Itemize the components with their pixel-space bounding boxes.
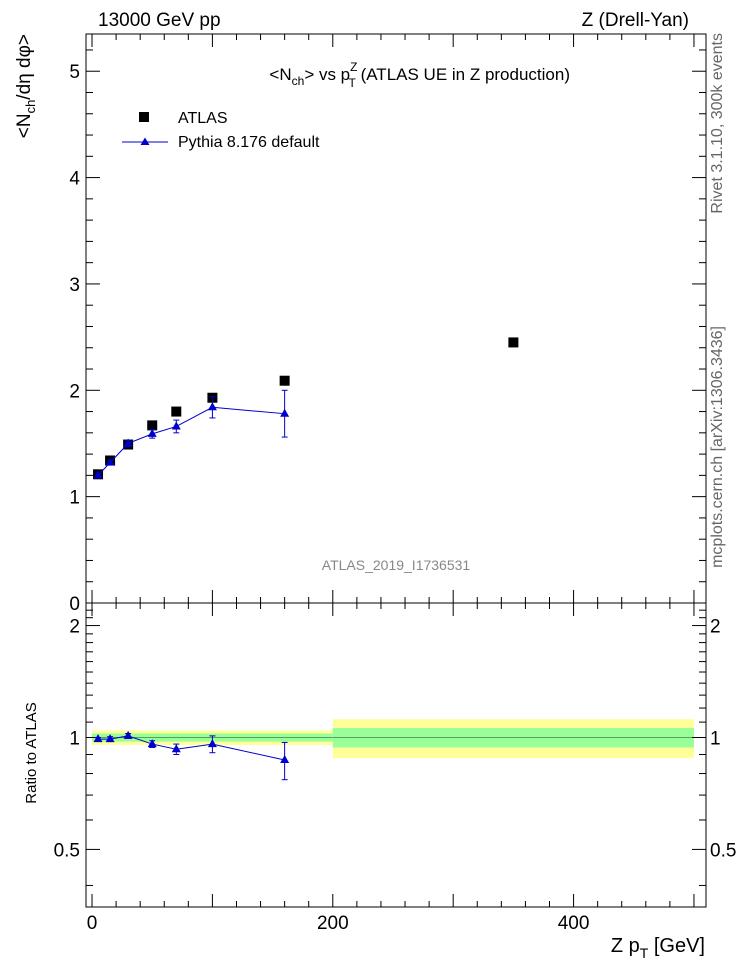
series-marks [93,337,519,781]
pythia-point-5 [207,402,217,411]
ratio-point-1 [105,734,115,743]
y-label-part1: <N [14,113,35,138]
pythia-point-1 [105,457,115,466]
x-tick-label-200: 200 [317,913,349,934]
x-label-part1: Z p [611,935,640,957]
ratio-point-4 [171,744,181,753]
atlas-point-6 [279,375,290,386]
pythia-point-2 [123,438,133,447]
y-tick-label-4: 4 [69,169,80,190]
header-energy: 13000 GeV pp [98,10,221,31]
title-part2: > vs p [304,65,350,84]
title-sub-t: T [349,76,357,90]
atlas-point-3 [147,420,158,431]
ratio-tick-label-left-2: 2 [69,617,80,638]
legend-pythia-label: Pythia 8.176 default [178,134,320,151]
legend-pythia-marker [140,137,150,145]
y-label-sub: ch [23,100,38,114]
y-tick-label-3: 3 [69,275,80,296]
pythia-point-3 [147,428,157,437]
ratio-tick-label-left-1: 1 [69,728,80,749]
ratio-axis-label: Ratio to ATLAS [23,702,40,803]
header-process: Z (Drell-Yan) [582,10,689,31]
pythia-point-4 [171,421,181,430]
pythia-point-6 [280,408,290,417]
ratio-point-3 [147,739,157,748]
y-tick-label-2: 2 [69,381,80,402]
x-tick-label-0: 0 [87,913,98,934]
atlas-point-4 [171,406,182,417]
ratio-point-5 [207,739,217,748]
y-label-part2: /dη dφ> [14,34,35,100]
x-label-part2: [GeV] [648,935,705,957]
y-tick-label-5: 5 [69,62,80,83]
rivet-label: Rivet 3.1.10, 300k events [709,33,726,214]
axis-ticks [86,34,706,907]
mcplots-label: mcplots.cern.ch [arXiv:1306.3436] [709,326,726,568]
x-axis-label: Z pT [GeV] [611,935,705,961]
ratio-tick-label-right-2: 2 [710,617,721,638]
y-tick-label-1: 1 [69,488,80,509]
legend-atlas-marker [139,112,149,122]
x-tick-label-400: 400 [558,913,590,934]
ratio-tick-label-left-0.5: 0.5 [54,840,80,861]
pythia-point-0 [93,470,103,479]
ratio-point-2 [123,730,133,739]
y-axis-label: <Nch/dη dφ> [14,34,38,138]
x-label-sub: T [640,945,649,961]
ratio-bands [92,719,694,759]
title-sup-z: Z [350,60,357,74]
ratio-point-6 [280,754,290,763]
title-sub-ch: ch [292,74,305,88]
analysis-watermark: ATLAS_2019_I1736531 [322,557,471,573]
legend-atlas-label: ATLAS [178,110,228,127]
title-part1: <N [269,65,291,84]
ratio-point-0 [93,734,103,743]
y-tick-label-0: 0 [69,594,80,615]
ratio-tick-label-right-1: 1 [710,728,721,749]
title-part3: (ATLAS UE in Z production) [356,65,570,84]
chart-title: <Nch> vs pZ T (ATLAS UE in Z production) [269,60,570,90]
atlas-point-7 [508,337,519,348]
ratio-tick-label-right-0.5: 0.5 [710,840,736,861]
